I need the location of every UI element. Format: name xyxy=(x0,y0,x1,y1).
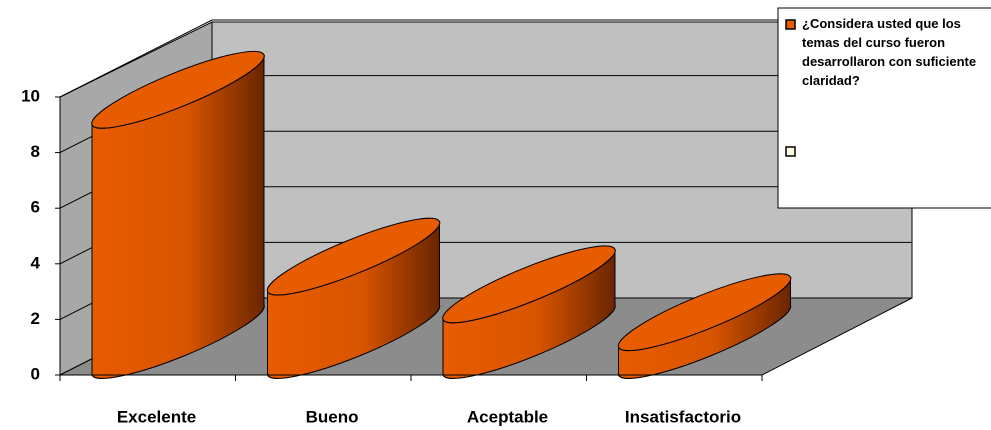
y-tick-label: 4 xyxy=(31,253,41,272)
bar-top xyxy=(617,273,792,352)
y-tick-label: 10 xyxy=(21,86,40,105)
x-tick-label: Bueno xyxy=(306,407,359,426)
bar-top xyxy=(266,217,441,296)
legend-swatch-empty xyxy=(785,146,796,157)
grid-line xyxy=(59,19,912,98)
y-tick-label: 2 xyxy=(31,309,40,328)
bar-top xyxy=(442,245,616,324)
legend-box xyxy=(777,7,991,209)
legend-swatch xyxy=(785,19,796,30)
y-tick-label: 8 xyxy=(31,142,40,161)
x-tick-label: Insatisfactorio xyxy=(625,407,741,426)
x-tick-label: Aceptable xyxy=(467,407,548,426)
y-tick-label: 6 xyxy=(31,198,40,217)
x-tick-label: Excelente xyxy=(117,407,196,426)
legend-label: ¿Considera usted que los temas del curso… xyxy=(802,16,977,88)
bar-top xyxy=(91,50,265,129)
y-tick-label: 0 xyxy=(31,364,40,383)
